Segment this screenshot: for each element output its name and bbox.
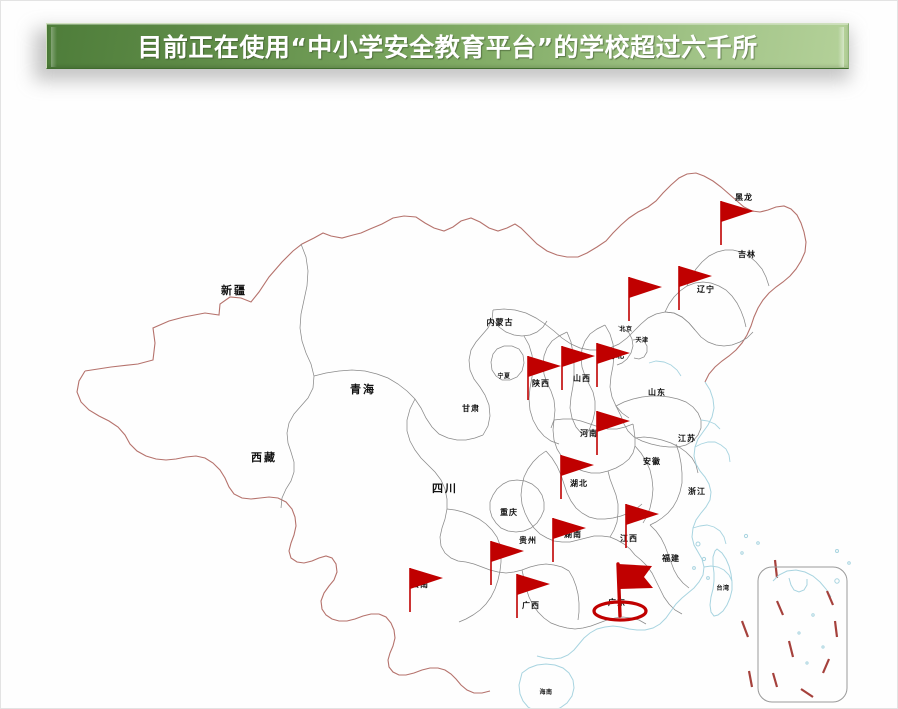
flag-guangxi[interactable]: 广西	[516, 574, 550, 618]
flag-hebei[interactable]: 河北	[596, 343, 630, 387]
province-label-guangxi: 广西	[522, 600, 540, 610]
province-label-guizhou: 贵州	[519, 535, 537, 545]
province-label-chongqing: 重庆	[500, 507, 518, 517]
flag-guangdong[interactable]: 广东	[592, 562, 653, 622]
province-label-neimenggu: 内蒙古	[487, 317, 514, 327]
flag-guizhou[interactable]: 贵州	[490, 541, 524, 585]
province-label-jiangsu: 江苏	[678, 433, 696, 443]
flag-triangle	[679, 266, 712, 287]
flag-liaoning[interactable]: 辽宁	[628, 277, 662, 321]
province-label-xizang: 西藏	[251, 450, 277, 464]
flag-triangle	[562, 346, 595, 367]
province-label-jiangxi: 江西	[620, 533, 638, 543]
guangdong-flag-banner	[618, 564, 653, 589]
province-label-henan: 河南	[580, 428, 598, 438]
flag-triangle	[597, 343, 630, 364]
banner-bar: 目前正在使用“中小学安全教育平台”的学校超过六千所	[46, 23, 849, 69]
page-title: 目前正在使用“中小学安全教育平台”的学校超过六千所	[137, 33, 758, 62]
province-label-shaanxi: 陕西	[532, 378, 550, 388]
national-border-group	[76, 172, 807, 694]
flag-jilin[interactable]: 吉林	[678, 266, 712, 310]
flag-jiangxi[interactable]: 江西	[625, 504, 659, 548]
flag-triangle	[528, 356, 561, 377]
province-label-beijing: 北京	[619, 325, 632, 333]
province-label-hainan: 海南	[539, 688, 552, 696]
province-label-tianjin: 天津	[635, 336, 648, 344]
province-label-shandong: 山东	[648, 387, 666, 397]
guangdong-flag-pole	[616, 562, 622, 618]
province-label-qinghai: 青海	[350, 382, 376, 396]
province-label-hunan: 湖南	[564, 529, 582, 539]
province-label-taiwan: 台湾	[716, 584, 729, 592]
flag-triangle	[491, 541, 524, 562]
province-label-zhejiang: 浙江	[688, 486, 706, 496]
province-label-liaoning: 辽宁	[697, 284, 715, 294]
province-label-shanxi: 山西	[573, 373, 591, 383]
flag-triangle	[597, 411, 630, 432]
flag-triangle	[517, 574, 550, 595]
flag-yunnan[interactable]: 云南	[409, 568, 443, 612]
flag-hubei[interactable]: 湖北	[560, 455, 594, 499]
title-banner: 目前正在使用“中小学安全教育平台”的学校超过六千所	[34, 23, 850, 81]
flag-triangle	[629, 277, 662, 298]
province-label-gansu: 甘肃	[462, 403, 480, 413]
province-label-ningxia: 宁夏	[497, 372, 511, 380]
province-label-anhui: 安徽	[643, 456, 661, 466]
flag-triangle	[626, 504, 659, 525]
province-label-xinjiang: 新疆	[221, 283, 247, 297]
flag-henan[interactable]: 河南	[596, 411, 630, 455]
flag-heilongjiang[interactable]: 黑龙江	[720, 201, 754, 245]
province-label-hubei: 湖北	[570, 478, 588, 488]
south-china-sea-inset	[757, 566, 848, 703]
flag-triangle	[553, 518, 586, 539]
flag-triangle	[561, 455, 594, 476]
province-label-jilin: 吉林	[738, 249, 756, 259]
flag-shaanxi[interactable]: 陕西	[527, 356, 561, 400]
coastline-group	[518, 360, 851, 708]
flag-markers-group: 黑龙江吉林辽宁河北山西陕西河南湖北湖南江西贵州云南广西广东	[409, 201, 754, 622]
province-label-sichuan: 四川	[432, 482, 458, 495]
province-label-fujian: 福建	[661, 553, 680, 563]
nine-dash-line-group	[740, 559, 779, 688]
banner-left-highlight	[51, 27, 57, 67]
province-label-heilong: 黑龙	[735, 192, 753, 202]
flag-triangle	[410, 568, 443, 589]
flag-hunan[interactable]: 湖南	[552, 518, 586, 562]
flag-shanxi[interactable]: 山西	[561, 346, 595, 390]
flag-triangle	[721, 201, 754, 222]
banner-right-highlight	[838, 27, 844, 67]
